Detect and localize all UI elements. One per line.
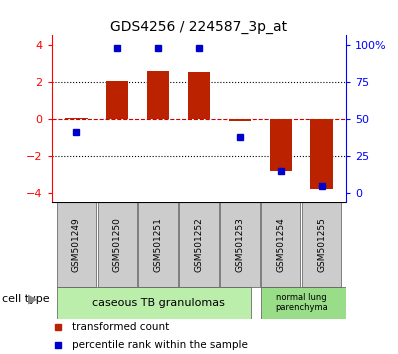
Bar: [220, 202, 259, 287]
Bar: [261, 202, 300, 287]
Text: cell type: cell type: [2, 294, 50, 304]
Text: caseous TB granulomas: caseous TB granulomas: [92, 298, 224, 308]
Bar: [179, 202, 219, 287]
Text: percentile rank within the sample: percentile rank within the sample: [72, 340, 248, 350]
Bar: [310, 119, 333, 189]
Text: GSM501251: GSM501251: [154, 217, 163, 272]
Text: GSM501253: GSM501253: [235, 217, 244, 272]
Text: normal lung
parenchyma: normal lung parenchyma: [275, 293, 328, 312]
Bar: [302, 202, 341, 287]
Title: GDS4256 / 224587_3p_at: GDS4256 / 224587_3p_at: [110, 21, 288, 34]
Bar: [261, 287, 346, 319]
Bar: [65, 118, 88, 119]
Text: GSM501250: GSM501250: [113, 217, 122, 272]
Text: GSM501252: GSM501252: [195, 217, 203, 272]
Text: transformed count: transformed count: [72, 322, 170, 332]
Text: GSM501255: GSM501255: [317, 217, 326, 272]
Bar: [57, 287, 252, 319]
Bar: [139, 202, 178, 287]
Bar: [147, 72, 169, 119]
Bar: [98, 202, 137, 287]
Bar: [229, 119, 251, 121]
Text: GSM501254: GSM501254: [276, 217, 285, 272]
Bar: [188, 72, 210, 119]
Bar: [57, 202, 96, 287]
Text: ▶: ▶: [28, 293, 38, 306]
Text: GSM501249: GSM501249: [72, 217, 81, 272]
Bar: [269, 119, 292, 171]
Bar: [106, 81, 129, 119]
